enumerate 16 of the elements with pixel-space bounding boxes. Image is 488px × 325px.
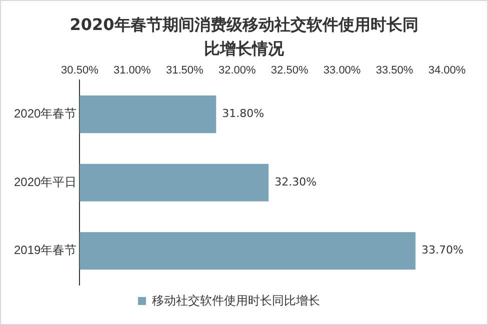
y-tick-label: 2020年平日 [14, 174, 77, 189]
x-tick-label: 33.50% [376, 64, 414, 77]
y-tick-label: 2019年春节 [14, 243, 77, 258]
x-tick-label: 32.00% [218, 64, 256, 77]
data-label: 33.70% [422, 244, 464, 257]
data-label: 32.30% [274, 175, 317, 188]
x-tick-label: 30.50% [61, 64, 99, 77]
x-tick-label: 32.50% [270, 64, 308, 77]
y-tick-label: 2020年春节 [14, 106, 77, 121]
data-label: 31.80% [222, 107, 264, 120]
x-tick-label: 31.00% [114, 64, 152, 77]
legend-label: 移动社交软件使用时长同比增长 [152, 293, 320, 308]
x-tick-label: 34.00% [428, 64, 466, 77]
x-tick-label: 31.50% [166, 64, 204, 77]
x-tick-label: 33.00% [323, 64, 361, 77]
chart-title: 2020年春节期间消费级移动社交软件使用时长同比增长情况 [68, 14, 420, 60]
